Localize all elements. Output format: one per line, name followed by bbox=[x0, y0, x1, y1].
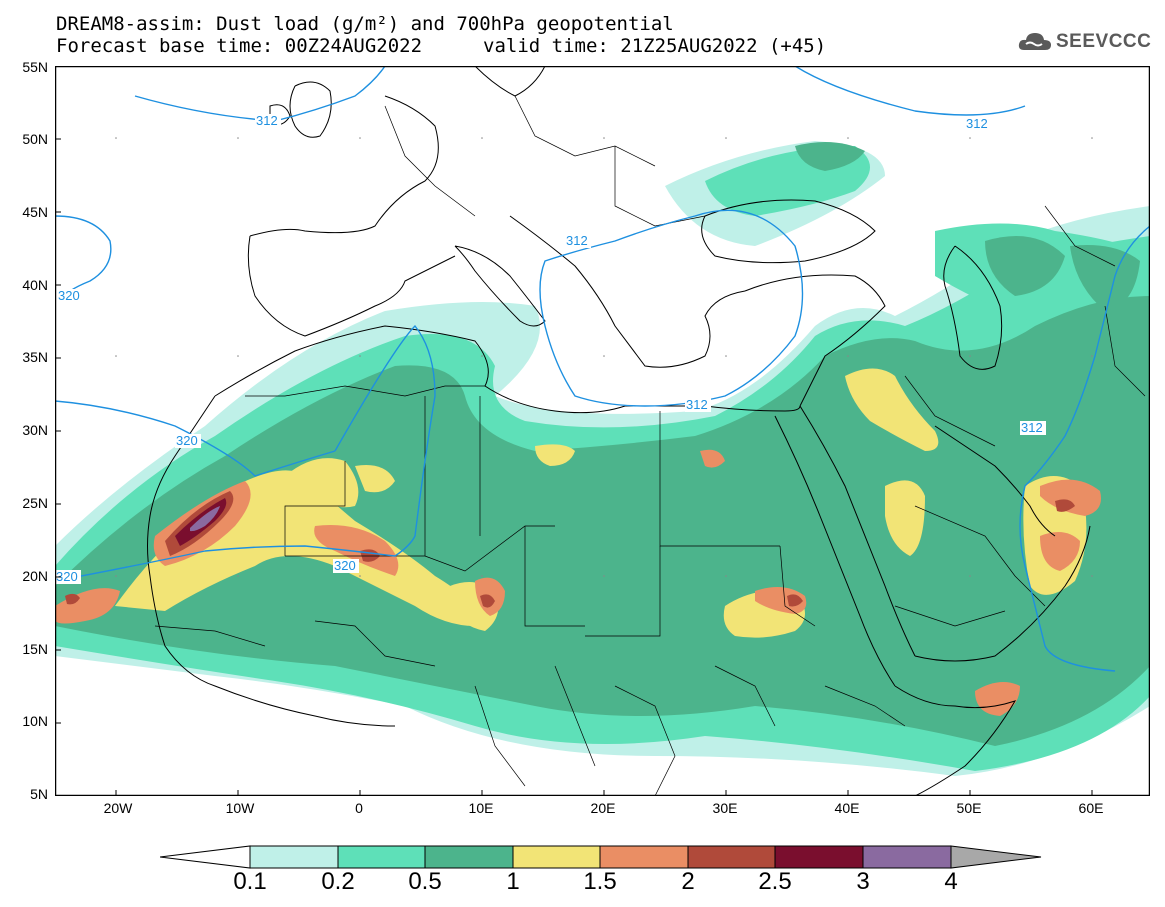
colorbar-swatch bbox=[862, 845, 952, 869]
colorbar-over-arrow bbox=[950, 845, 1042, 869]
lat-label: 40N bbox=[22, 277, 48, 293]
coastlines bbox=[147, 66, 1091, 796]
colorbar-swatch bbox=[512, 845, 601, 869]
colorbar-under-arrow bbox=[160, 845, 251, 869]
logo-text: SEEVCCC bbox=[1056, 31, 1152, 52]
lat-label: 25N bbox=[22, 495, 48, 511]
lon-label: 50E bbox=[956, 800, 982, 816]
contour-label: 312 bbox=[256, 113, 278, 128]
colorbar-swatch bbox=[249, 845, 339, 869]
lat-label: 10N bbox=[22, 713, 48, 729]
lon-label: 20E bbox=[590, 800, 616, 816]
cloud-icon bbox=[1018, 33, 1051, 50]
colorbar-swatch bbox=[687, 845, 776, 869]
colorbar-label: 0.2 bbox=[321, 868, 355, 895]
lat-label: 55N bbox=[22, 59, 48, 75]
dust-load-map: 312 320 312 312 320 320 312 320 312 bbox=[55, 66, 1150, 796]
colorbar-swatch bbox=[599, 845, 689, 869]
graticule bbox=[115, 137, 1093, 577]
colorbar-label: 2 bbox=[681, 868, 695, 895]
colorbar-label: 3 bbox=[856, 868, 870, 895]
lon-label: 20W bbox=[103, 800, 133, 816]
lat-label: 50N bbox=[22, 131, 48, 147]
colorbar-label: 1 bbox=[506, 868, 520, 895]
contour-label: 320 bbox=[334, 558, 356, 573]
contour-label: 320 bbox=[58, 288, 80, 303]
contour-label: 320 bbox=[176, 433, 198, 448]
colorbar-swatch bbox=[774, 845, 864, 869]
colorbar-swatch bbox=[424, 845, 514, 869]
seevccc-logo: SEEVCCC bbox=[1018, 28, 1151, 56]
colorbar-label: 0.1 bbox=[233, 868, 267, 895]
contour-label: 312 bbox=[566, 233, 588, 248]
contour-label: 320 bbox=[56, 569, 78, 584]
colorbar-label: 4 bbox=[944, 868, 958, 895]
colorbar-label: 2.5 bbox=[758, 868, 792, 895]
lat-label: 20N bbox=[22, 568, 48, 584]
dust-field-3 bbox=[190, 506, 220, 532]
contour-label: 312 bbox=[966, 116, 988, 131]
contour-label: 312 bbox=[1021, 420, 1043, 435]
lon-label: 10W bbox=[225, 800, 255, 816]
map-title: DREAM8-assim: Dust load (g/m²) and 700hP… bbox=[56, 13, 674, 35]
lat-label: 35N bbox=[22, 349, 48, 365]
colorbar-label: 1.5 bbox=[583, 868, 617, 895]
colorbar bbox=[160, 845, 1042, 869]
contour-label: 312 bbox=[686, 397, 708, 412]
lon-label: 30E bbox=[712, 800, 738, 816]
forecast-base-time: Forecast base time: 00Z24AUG2022 bbox=[56, 35, 423, 57]
lat-label: 30N bbox=[22, 422, 48, 438]
country-borders bbox=[154, 95, 1146, 796]
lon-label: 0 bbox=[355, 800, 363, 816]
lat-label: 15N bbox=[22, 641, 48, 657]
lon-label: 60E bbox=[1078, 800, 1104, 816]
lon-label: 40E bbox=[834, 800, 860, 816]
lat-label: 45N bbox=[22, 204, 48, 220]
lat-label: 5N bbox=[30, 786, 48, 802]
lon-label: 10E bbox=[468, 800, 494, 816]
colorbar-swatch bbox=[337, 845, 426, 869]
colorbar-label: 0.5 bbox=[408, 868, 442, 895]
valid-time: valid time: 21Z25AUG2022 (+45) bbox=[483, 35, 827, 57]
